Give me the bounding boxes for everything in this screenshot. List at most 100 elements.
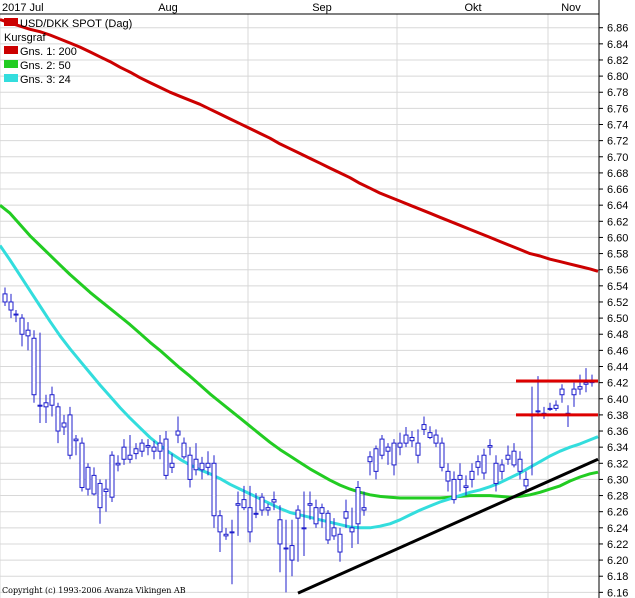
legend-swatch-50	[4, 60, 18, 68]
candle-body	[139, 442, 145, 452]
candle-body	[301, 527, 307, 530]
candle-body	[487, 445, 493, 448]
candle-body	[157, 442, 163, 452]
candle-body	[235, 503, 241, 506]
candle-body	[73, 438, 79, 442]
candle-body	[403, 434, 409, 444]
candle-body	[211, 462, 217, 517]
candle-body	[67, 414, 73, 456]
y-tick-label: 6.56	[607, 265, 628, 277]
candle-body	[2, 293, 8, 303]
candle-body	[133, 448, 139, 455]
candle-body	[193, 458, 199, 471]
candle-body	[475, 461, 481, 468]
ma-line-2	[0, 204, 599, 500]
candle-body	[355, 486, 361, 525]
candle-body	[199, 462, 205, 471]
y-tick-label: 6.34	[607, 442, 628, 454]
candle-body	[325, 512, 331, 541]
legend-swatch-24	[4, 74, 18, 82]
y-tick-label: 6.86	[607, 23, 628, 35]
legend-item-50: Gns. 2: 50	[20, 60, 71, 72]
candle-body	[31, 337, 37, 396]
y-tick-label: 6.66	[607, 184, 628, 196]
candle-body	[445, 470, 451, 482]
candle-body	[217, 515, 223, 533]
x-tick-label: 2017 Jul	[2, 2, 44, 14]
candle-body	[283, 547, 289, 550]
candle-body	[169, 462, 175, 468]
y-tick-label: 6.46	[607, 345, 628, 357]
candle-body	[103, 488, 109, 493]
y-tick-label: 6.74	[607, 120, 628, 132]
y-tick-label: 6.50	[607, 313, 628, 325]
candle-body	[439, 442, 445, 468]
y-tick-label: 6.16	[607, 587, 628, 598]
y-tick-label: 6.24	[607, 523, 628, 535]
candle-body	[277, 519, 283, 545]
candle-body	[349, 527, 355, 533]
y-tick-label: 6.60	[607, 232, 628, 244]
candle-body	[61, 422, 67, 428]
candle-body	[505, 454, 511, 460]
candlesticks	[2, 287, 595, 593]
candle-body	[433, 434, 439, 444]
y-tick-label: 6.80	[607, 71, 628, 83]
candle-body	[289, 545, 295, 561]
y-tick-label: 6.64	[607, 200, 628, 212]
legend-title: USD/DKK SPOT (Dag)	[20, 18, 132, 30]
y-tick-label: 6.20	[607, 555, 628, 567]
y-tick-label: 6.70	[607, 152, 628, 164]
candle-body	[547, 407, 553, 410]
y-tick-label: 6.26	[607, 507, 628, 519]
candle-body	[367, 456, 373, 463]
x-tick-label: Okt	[464, 2, 481, 14]
candle-body	[91, 474, 97, 495]
candle-body	[517, 458, 523, 472]
candle-body	[223, 533, 229, 537]
candle-body	[331, 527, 337, 537]
candle-body	[481, 454, 487, 474]
candle-body	[319, 507, 325, 514]
y-tick-label: 6.38	[607, 410, 628, 422]
candle-body	[553, 404, 559, 409]
candle-body	[49, 394, 55, 406]
candle-body	[55, 406, 61, 432]
candle-body	[229, 531, 235, 534]
candle-body	[37, 404, 43, 407]
y-tick-label: 6.44	[607, 361, 628, 373]
candle-body	[115, 462, 121, 466]
candle-body	[175, 430, 181, 436]
candle-body	[85, 466, 91, 490]
candle-body	[25, 329, 31, 337]
drawn-lines	[297, 379, 599, 595]
candle-body	[511, 450, 517, 466]
candle-body	[463, 485, 469, 488]
candle-body	[457, 474, 463, 480]
y-tick-label: 6.22	[607, 539, 628, 551]
candle-body	[451, 478, 457, 501]
y-tick-label: 6.82	[607, 55, 628, 67]
y-tick-label: 6.58	[607, 249, 628, 261]
candle-body	[427, 432, 433, 438]
y-tick-label: 6.76	[607, 103, 628, 115]
candle-body	[493, 462, 499, 484]
candle-body	[97, 482, 103, 509]
candle-body	[343, 511, 349, 519]
y-tick-label: 6.28	[607, 491, 628, 503]
candle-body	[145, 445, 151, 448]
y-tick-label: 6.42	[607, 378, 628, 390]
x-tick-label: Nov	[561, 2, 581, 14]
y-tick-label: 6.68	[607, 168, 628, 180]
candle-body	[469, 470, 475, 480]
candle-body	[583, 382, 589, 385]
candle-body	[79, 442, 85, 488]
candle-body	[523, 478, 529, 487]
candle-body	[307, 503, 313, 506]
candle-body	[8, 301, 14, 311]
legend-item-24: Gns. 3: 24	[20, 74, 71, 86]
candle-body	[13, 313, 19, 316]
candle-body	[385, 446, 391, 452]
candle-body	[571, 388, 577, 396]
